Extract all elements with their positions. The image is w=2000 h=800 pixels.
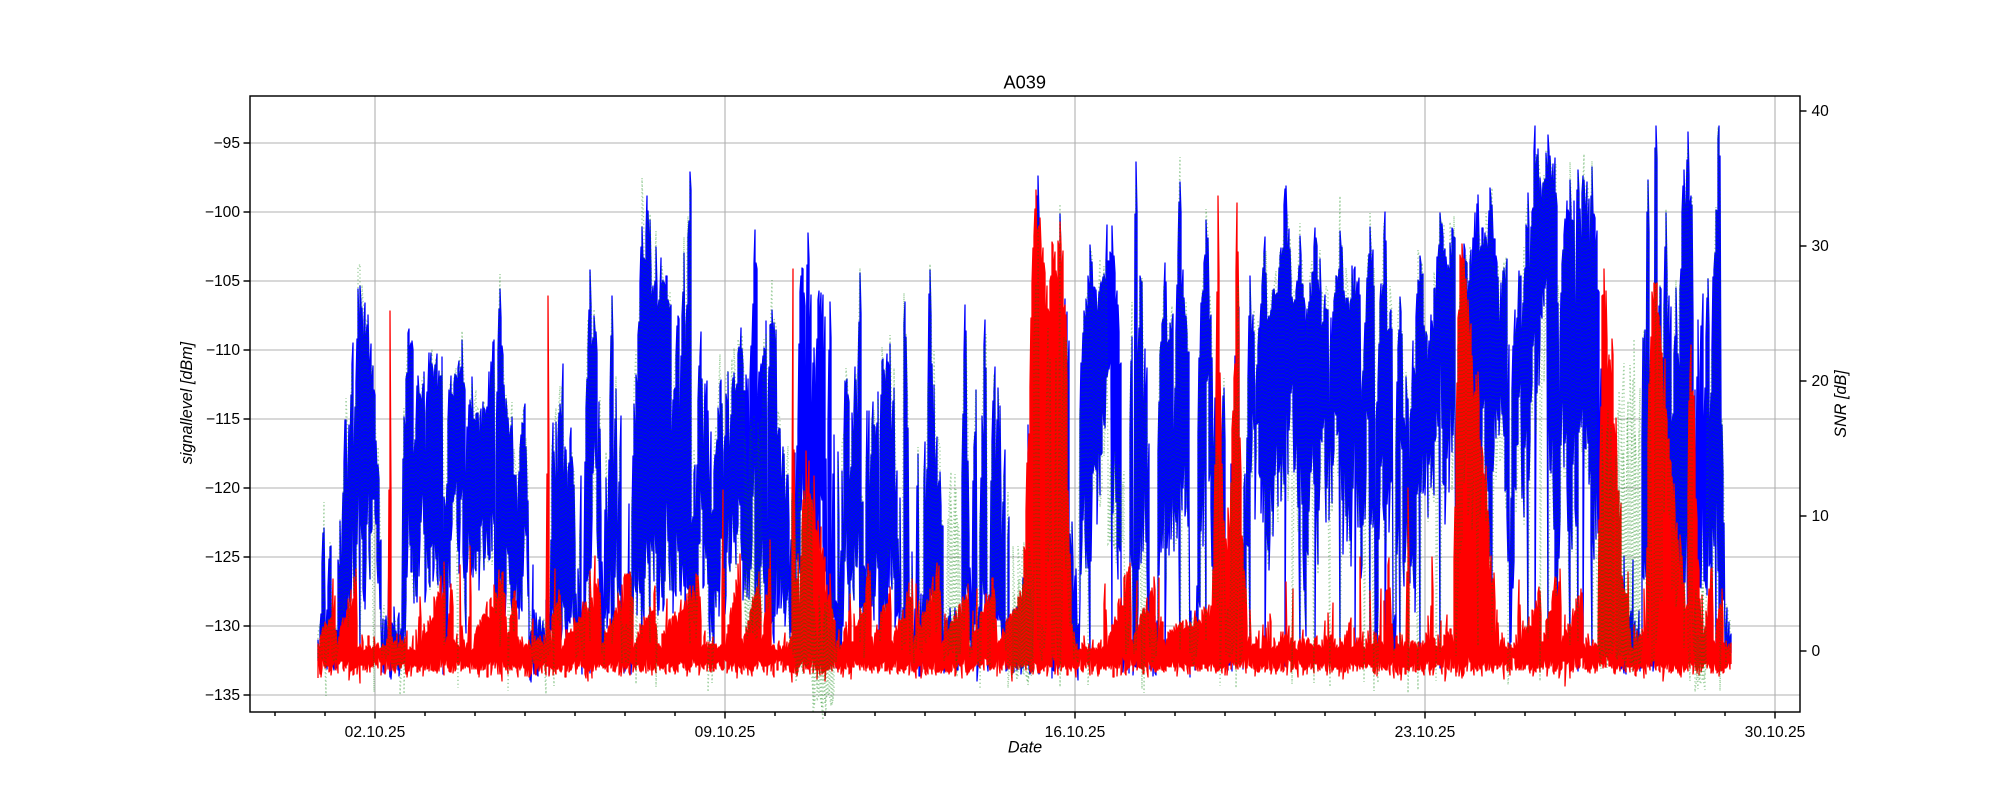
svg-text:−110: −110 (206, 342, 240, 359)
svg-text:−105: −105 (205, 273, 240, 290)
svg-text:30.10.25: 30.10.25 (1745, 724, 1806, 741)
svg-text:30: 30 (1812, 238, 1830, 255)
svg-text:23.10.25: 23.10.25 (1395, 724, 1456, 741)
svg-text:−135: −135 (205, 687, 240, 704)
svg-text:0: 0 (1812, 643, 1821, 660)
svg-text:−125: −125 (205, 549, 240, 566)
svg-text:−95: −95 (214, 135, 241, 152)
svg-text:SNR [dB]: SNR [dB] (1832, 370, 1850, 438)
svg-text:Date: Date (1008, 739, 1042, 757)
svg-text:−115: −115 (206, 411, 240, 428)
svg-text:40: 40 (1812, 103, 1830, 120)
svg-text:−130: −130 (205, 618, 240, 635)
svg-text:02.10.25: 02.10.25 (345, 724, 406, 741)
svg-text:−100: −100 (205, 204, 240, 221)
svg-text:−120: −120 (205, 480, 240, 497)
svg-text:signallevel [dBm]: signallevel [dBm] (178, 341, 196, 464)
svg-text:A039: A039 (1003, 72, 1045, 92)
svg-text:09.10.25: 09.10.25 (695, 724, 756, 741)
svg-text:20: 20 (1812, 373, 1830, 390)
svg-text:16.10.25: 16.10.25 (1045, 724, 1106, 741)
svg-text:10: 10 (1812, 508, 1830, 525)
